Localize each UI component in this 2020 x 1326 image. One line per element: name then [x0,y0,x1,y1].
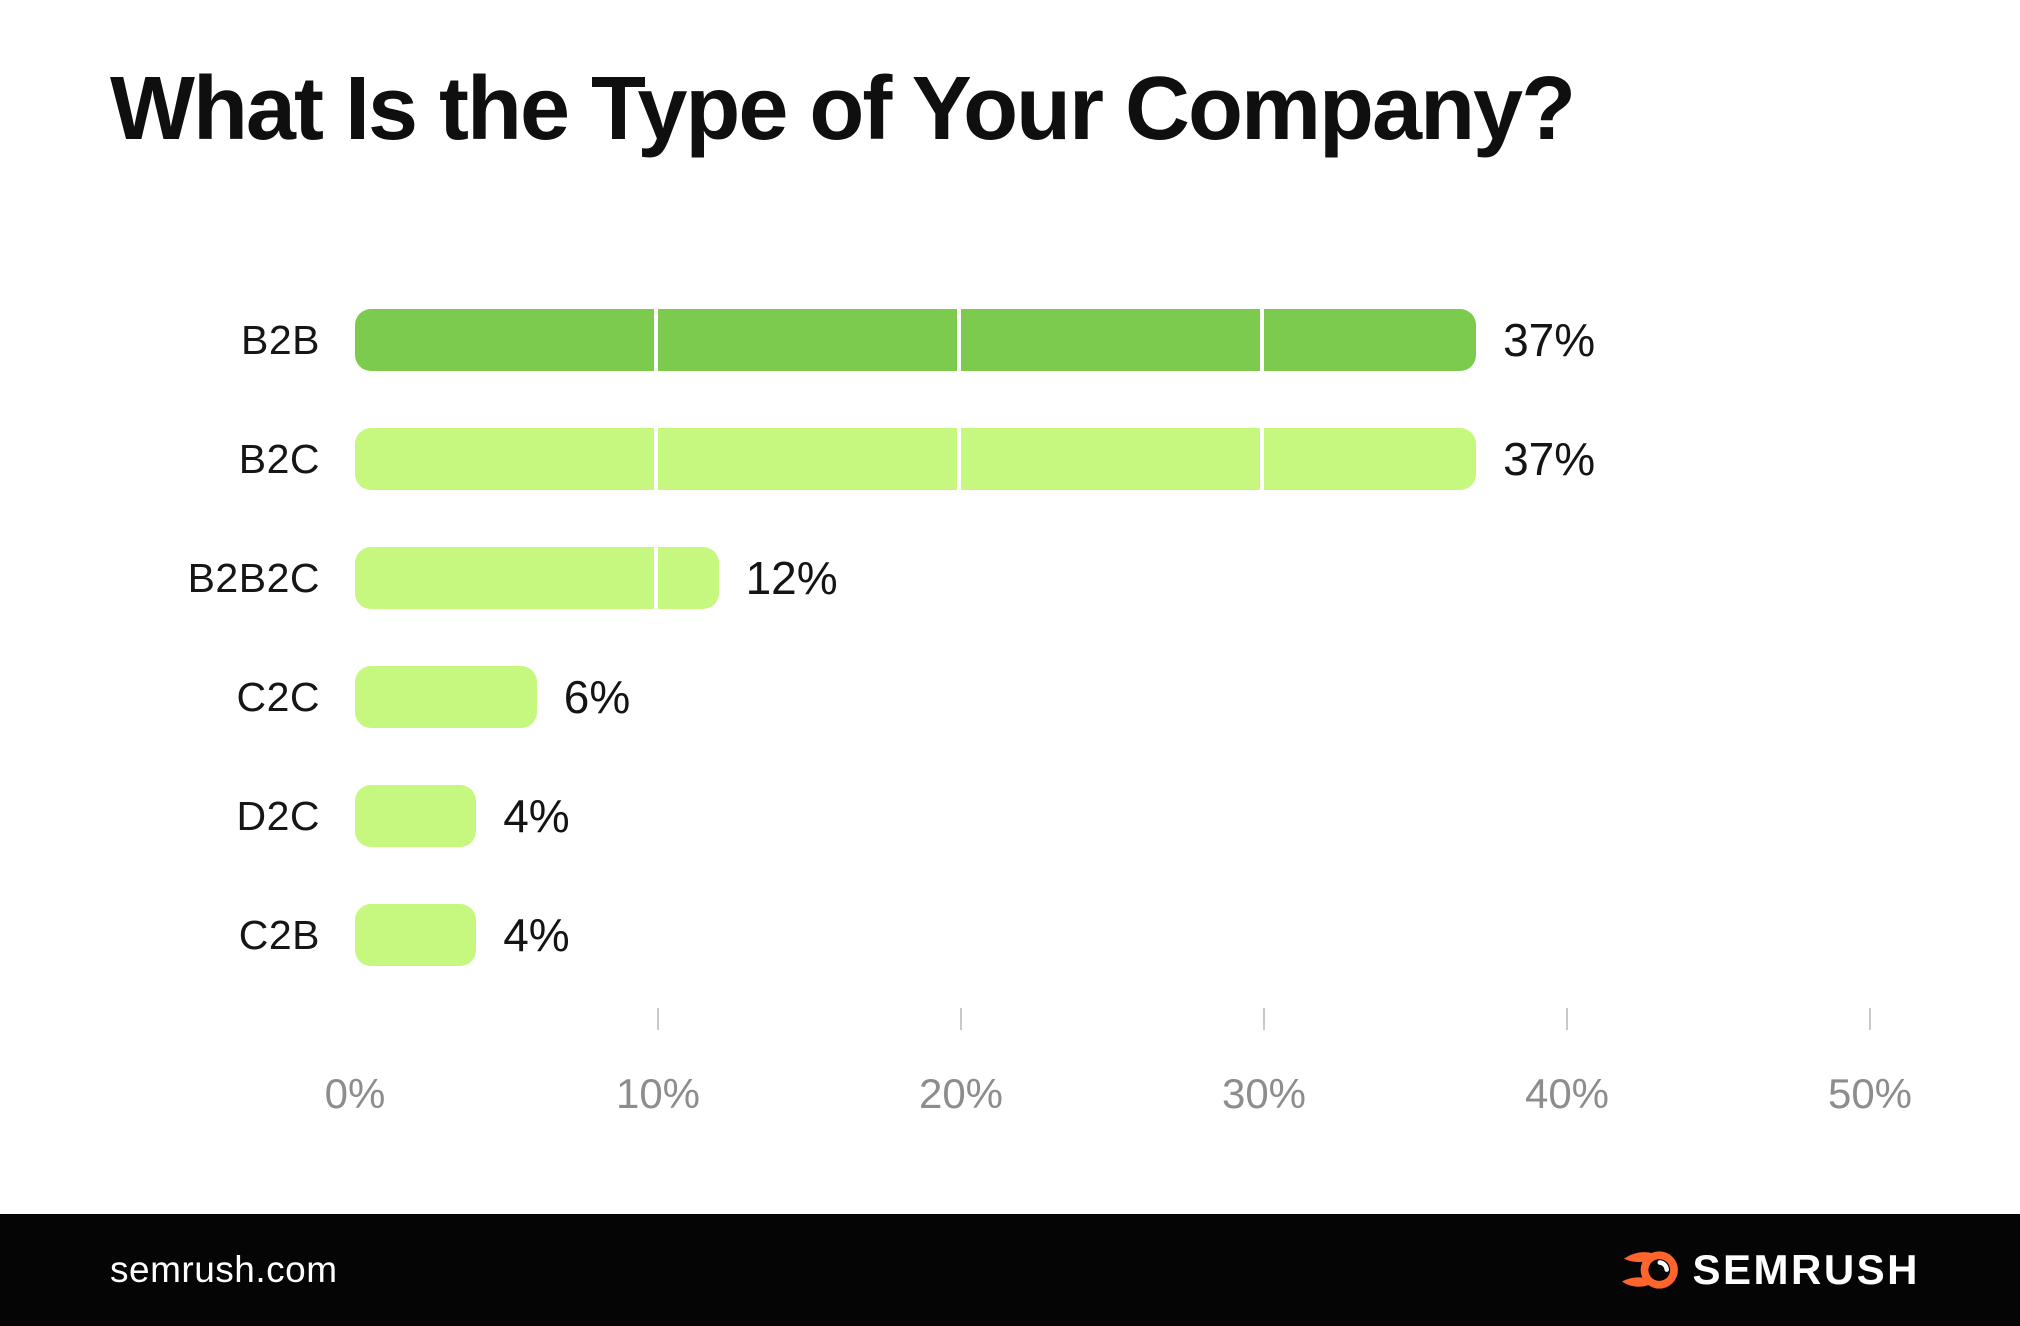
category-label-b2c: B2C [238,435,320,482]
bar-b2b2c [355,547,719,609]
axis-label-10: 10% [615,1070,701,1117]
bar-row-b2b: B2B 37% [0,309,2020,371]
bar-row-c2c: C2C 6% [0,666,2020,728]
category-label-b2b2c: B2B2C [187,554,320,601]
bar-track: 37% [355,428,1870,490]
bar-track: 4% [355,785,1870,847]
footer-url: semrush.com [110,1249,338,1290]
value-label-b2b2c: 12% [745,552,838,604]
bar-b2b [355,309,1477,371]
semrush-wordmark: SEMRUSH [1692,1246,1920,1293]
axis-label-0: 0% [324,1070,386,1117]
bar-c2c [355,666,537,728]
value-label-d2c: 4% [503,790,570,842]
footer-bar: semrush.com SEMRUSH [0,1214,2020,1326]
axis-tick-40 [1566,1008,1568,1030]
bar-track: 37% [355,309,1870,371]
bar-d2c [355,785,477,847]
bar-row-b2b2c: B2B2C 12% [0,547,2020,609]
value-label-b2b: 37% [1503,314,1596,366]
x-axis: 0% 10% 20% 30% 40% 50% [325,1008,1912,1128]
axis-tick-20 [960,1008,962,1030]
axis-tick-10 [657,1008,659,1030]
bar-row-b2c: B2C 37% [0,428,2020,490]
value-label-c2c: 6% [563,671,631,723]
axis-tick-50 [1869,1008,1871,1030]
semrush-flame-icon [1622,1251,1679,1289]
value-label-b2c: 37% [1503,433,1596,485]
axis-tick-30 [1263,1008,1265,1030]
bar-row-c2b: C2B 4% [0,904,2020,966]
value-label-c2b: 4% [503,909,570,961]
bar-track: 12% [355,547,1870,609]
axis-label-20: 20% [918,1070,1004,1117]
category-label-c2c: C2C [236,673,320,720]
chart-title: What Is the Type of Your Company? [110,59,1576,159]
axis-label-30: 30% [1221,1070,1307,1117]
semrush-logo: SEMRUSH [1622,1241,1920,1299]
bar-chart: B2B 37% B2C 37% B2B2C 12% C2C 6% [0,309,2020,1023]
axis-label-40: 40% [1524,1070,1610,1117]
bar-track: 6% [355,666,1870,728]
bar-row-d2c: D2C 4% [0,785,2020,847]
bar-track: 4% [355,904,1870,966]
category-label-b2b: B2B [241,316,320,363]
bar-b2c [355,428,1477,490]
category-label-c2b: C2B [238,911,320,958]
bar-c2b [355,904,477,966]
category-label-d2c: D2C [236,792,320,839]
axis-label-50: 50% [1827,1070,1913,1117]
